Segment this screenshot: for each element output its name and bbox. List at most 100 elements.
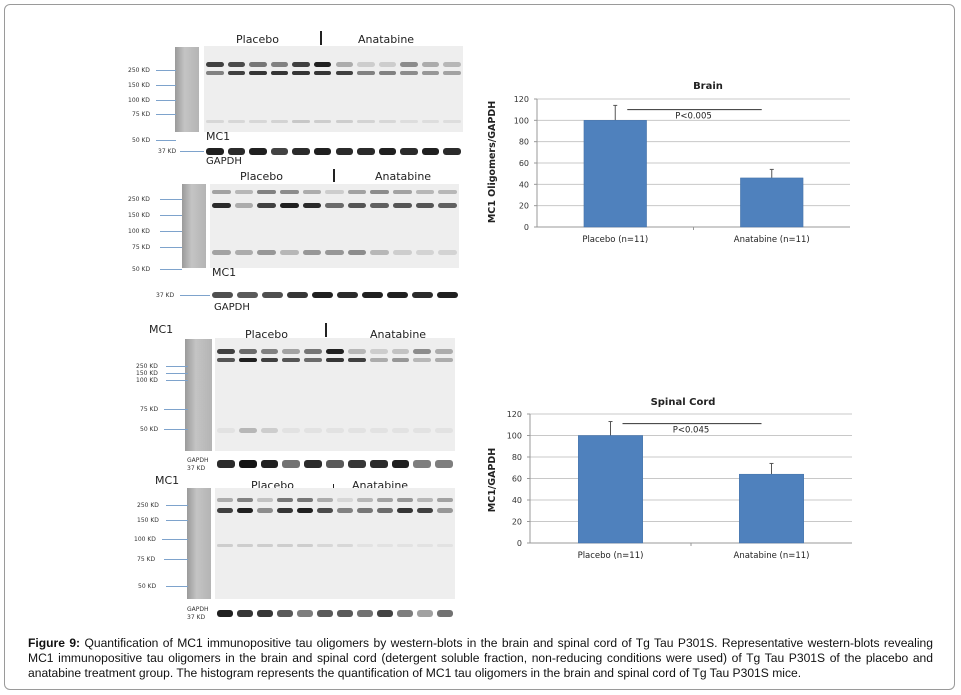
blot-band [438, 203, 457, 208]
loading-label: GAPDH [206, 156, 242, 167]
y-tick-label: 0 [524, 223, 529, 232]
marker-line [160, 199, 182, 200]
blot-band [277, 508, 293, 513]
blot-band [270, 71, 289, 75]
blot-band [443, 148, 461, 155]
y-axis-label: MC1 Oligomers/GAPDH [487, 101, 498, 223]
marker-50: 50 KD [140, 426, 159, 433]
marker-75: 75 KD [140, 406, 159, 413]
blot-band [279, 250, 299, 255]
blot-band [369, 358, 388, 362]
loading-label: GAPDH [214, 302, 250, 313]
blot-band [435, 358, 453, 362]
blot-band [297, 498, 313, 502]
blot-band [257, 190, 276, 194]
marker-line [160, 269, 182, 270]
blot-band [397, 544, 413, 547]
blot-band [335, 71, 354, 75]
gel-mc1 [204, 46, 463, 132]
blot-band [400, 148, 418, 155]
group-label-placebo: Placebo [245, 328, 288, 341]
y-tick-label: 20 [519, 202, 529, 211]
blot-band [347, 428, 366, 433]
blot-band [297, 610, 313, 617]
blot-band [412, 292, 433, 298]
blot-band [282, 358, 301, 362]
blot-band [212, 250, 231, 255]
antibody-label: MC1 [212, 266, 237, 279]
blot-band [313, 148, 332, 155]
blot-band [417, 498, 433, 502]
blot-band [397, 508, 413, 513]
blot-band [400, 62, 418, 67]
marker-line [162, 539, 188, 540]
x-tick-label: Anatabine (n=11) [734, 235, 810, 245]
blot-band [357, 62, 375, 67]
blot-band [378, 62, 397, 67]
blot-band [297, 544, 313, 547]
blot-band [257, 508, 273, 513]
blot-band [249, 120, 267, 123]
blot-band [335, 148, 354, 155]
blot-band [260, 428, 279, 433]
blot-band [277, 498, 293, 502]
blot-band [435, 428, 453, 433]
blot-band [417, 508, 433, 513]
marker-line [164, 409, 188, 410]
gel-gapdh [215, 457, 455, 471]
marker-100: 100 KD [136, 377, 158, 384]
bar [739, 473, 804, 544]
group-divider [325, 323, 327, 337]
marker-100: 100 KD [128, 228, 150, 235]
blot-band [413, 358, 432, 362]
blot-band [277, 610, 293, 617]
blot-band [378, 71, 397, 75]
marker-line [164, 429, 188, 430]
blot-band [357, 148, 375, 155]
blot-band [317, 544, 333, 547]
blot-band [282, 460, 301, 468]
group-divider [333, 169, 335, 182]
blot-band [212, 292, 233, 298]
blot-band [302, 250, 322, 255]
blot-band [237, 292, 258, 298]
x-tick-label: Anatabine (n=11) [734, 551, 810, 561]
blot-band [415, 190, 435, 194]
marker-50: 50 KD [132, 137, 151, 144]
gel-mc1 [215, 488, 455, 599]
y-tick-label: 80 [519, 138, 529, 147]
x-tick-label: Placebo (n=11) [582, 235, 648, 245]
blot-band [347, 358, 366, 362]
blot-band [257, 203, 276, 208]
blot-band [292, 120, 310, 123]
blot-band [437, 508, 453, 513]
blot-band [217, 358, 235, 362]
blot-band [217, 349, 235, 354]
blot-band [337, 292, 358, 298]
blot-band [377, 508, 393, 513]
blot-band [237, 544, 253, 547]
blot-band [347, 250, 367, 255]
blot-band [415, 203, 435, 208]
y-tick-label: 60 [512, 475, 522, 484]
blot-band [249, 71, 267, 75]
marker-100: 100 KD [134, 536, 156, 543]
blot-band [357, 120, 375, 123]
blot-band [270, 62, 289, 67]
marker-line [156, 70, 176, 71]
blot-band [421, 71, 440, 75]
blot-band [302, 203, 322, 208]
blot-band [443, 120, 461, 123]
blot-band [325, 250, 344, 255]
gel-gapdh [215, 607, 455, 621]
y-tick-label: 40 [519, 180, 529, 189]
blot-band [217, 460, 235, 468]
blot-band [206, 71, 224, 75]
blot-band [369, 428, 388, 433]
blot-band [337, 610, 353, 617]
bar-chart-spinal-cord: Spinal Cord MC1/GAPDH 0 20 40 60 80 100 120 Pla… [487, 397, 852, 561]
blot-band [325, 190, 344, 194]
blot-band [217, 508, 233, 513]
blot-band [238, 460, 257, 468]
loading-marker: 37 KD [187, 465, 206, 472]
